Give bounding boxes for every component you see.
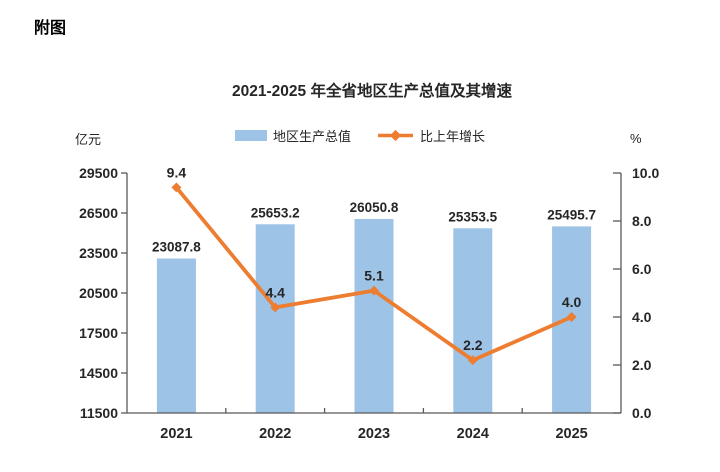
growth-point-2023	[369, 285, 379, 296]
right-axis-tick-label: 6.0	[632, 261, 652, 277]
bar-value-label-2025: 25495.7	[547, 207, 596, 222]
left-axis-tick-label: 26500	[79, 205, 118, 221]
growth-value-label-2023: 5.1	[364, 268, 384, 284]
bar-value-label-2024: 25353.5	[448, 209, 497, 224]
right-axis-tick-label: 4.0	[632, 309, 652, 325]
legend-growth-marker	[389, 129, 402, 142]
bar-value-label-2021: 23087.8	[152, 239, 201, 254]
right-axis-tick-label: 8.0	[632, 213, 652, 229]
growth-value-label-2025: 4.0	[562, 294, 582, 310]
bar-2024	[453, 228, 493, 413]
left-axis-tick-label: 29500	[79, 165, 118, 181]
x-axis-category-label-2023: 2023	[358, 426, 390, 442]
growth-value-label-2021: 9.4	[167, 164, 187, 180]
x-axis-category-label-2022: 2022	[259, 426, 291, 442]
left-axis-tick-label: 23500	[79, 245, 118, 261]
bar-2021	[156, 258, 196, 413]
legend-gdp-swatch	[235, 130, 267, 141]
bar-2023	[354, 218, 394, 413]
growth-point-2022	[270, 302, 281, 313]
right-axis-tick-label: 0.0	[632, 405, 652, 421]
growth-value-label-2024: 2.2	[463, 337, 483, 353]
growth-point-2021	[171, 182, 182, 193]
figure-label: 附图	[34, 20, 67, 37]
x-axis-category-label-2024: 2024	[457, 426, 489, 442]
growth-point-2025	[566, 312, 577, 322]
left-axis-tick-label: 20500	[79, 285, 118, 301]
left-axis-unit-label: 亿元	[75, 132, 101, 147]
right-axis-unit-label: %	[630, 131, 642, 146]
right-axis-tick-label: 2.0	[632, 357, 652, 373]
growth-value-label-2022: 4.4	[265, 284, 285, 300]
left-axis-tick-label: 11500	[80, 405, 118, 421]
bar-value-label-2022: 25653.2	[251, 205, 300, 220]
bar-value-label-2023: 26050.8	[350, 200, 399, 215]
x-axis-category-label-2021: 2021	[160, 426, 192, 442]
left-axis-tick-label: 17500	[79, 325, 118, 341]
right-axis-tick-label: 10.0	[632, 165, 659, 181]
growth-point-2024	[467, 355, 478, 366]
bar-2022	[255, 224, 295, 413]
left-axis-tick-label: 14500	[79, 365, 118, 381]
chart-title: 2021-2025 年全省地区生产总值及其增速	[232, 81, 512, 100]
x-axis-category-label-2025: 2025	[555, 426, 587, 442]
legend-growth-label: 比上年增长	[420, 129, 485, 144]
legend-gdp-label: 地区生产总值	[273, 129, 351, 144]
